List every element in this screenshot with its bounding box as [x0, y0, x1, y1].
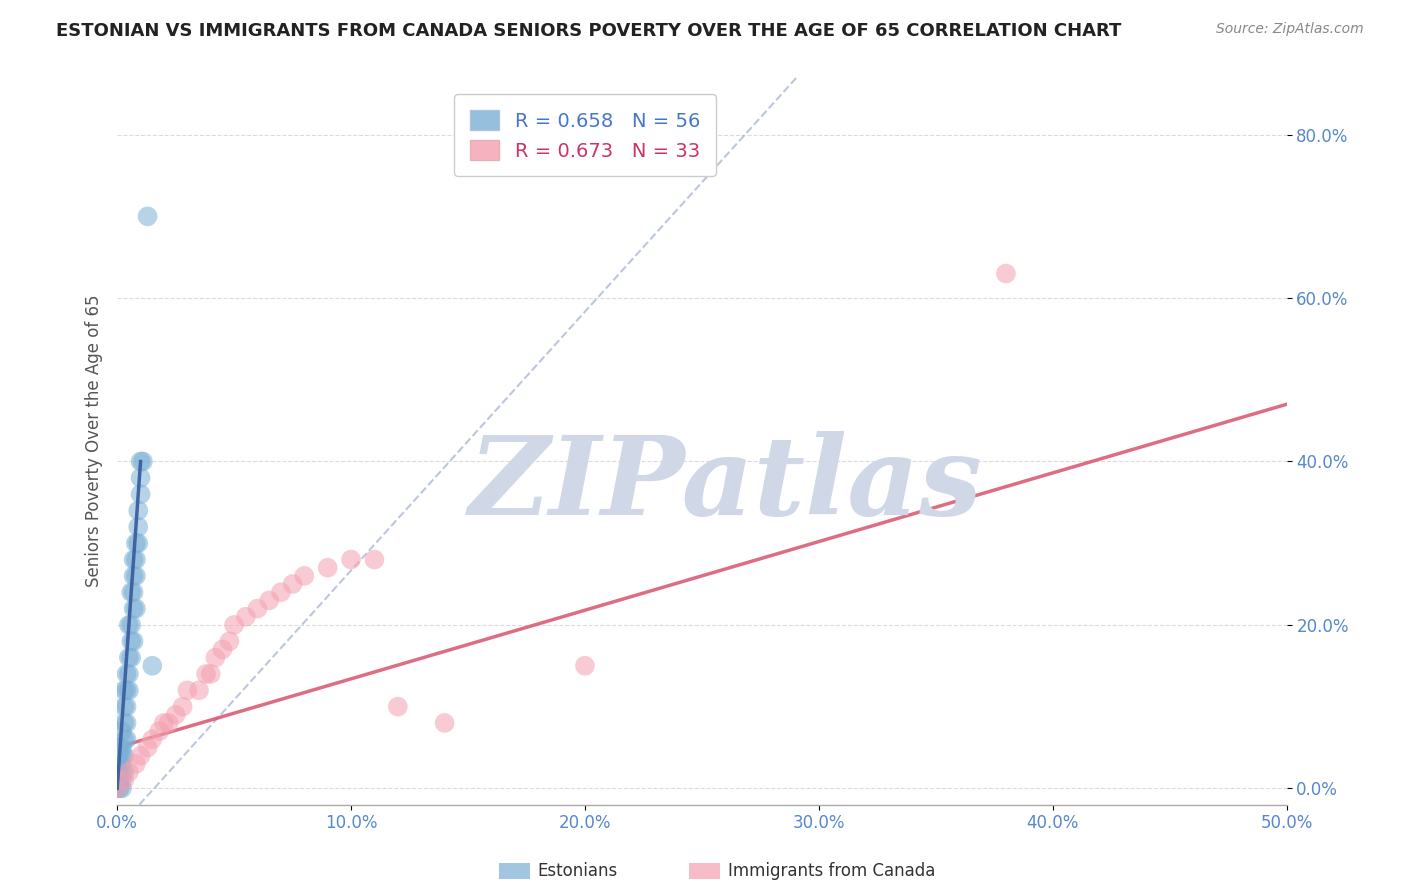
Point — [118, 764, 141, 779]
Point — [200, 667, 222, 681]
Point — [108, 764, 131, 779]
Point — [172, 699, 194, 714]
Point — [105, 740, 128, 755]
Point — [224, 618, 246, 632]
Point — [120, 650, 142, 665]
Point — [112, 683, 135, 698]
Point — [118, 667, 141, 681]
Point — [118, 683, 141, 698]
Point — [257, 593, 280, 607]
Point — [363, 552, 385, 566]
Legend: R = 0.658   N = 56, R = 0.673   N = 33: R = 0.658 N = 56, R = 0.673 N = 33 — [454, 95, 716, 177]
Point — [387, 699, 409, 714]
Point — [125, 601, 148, 615]
Point — [176, 683, 198, 698]
Point — [125, 756, 148, 771]
Point — [111, 756, 134, 771]
Point — [108, 756, 131, 771]
Point — [125, 552, 148, 566]
Point — [111, 764, 134, 779]
Point — [120, 618, 142, 632]
Point — [153, 715, 176, 730]
Point — [136, 210, 159, 224]
Y-axis label: Seniors Poverty Over the Age of 65: Seniors Poverty Over the Age of 65 — [86, 295, 103, 587]
Point — [115, 683, 138, 698]
Point — [127, 520, 149, 534]
Point — [165, 707, 187, 722]
Point — [281, 577, 304, 591]
Point — [127, 536, 149, 550]
Point — [111, 724, 134, 739]
Text: Immigrants from Canada: Immigrants from Canada — [728, 862, 935, 880]
Point — [129, 471, 152, 485]
Point — [115, 732, 138, 747]
Point — [141, 658, 163, 673]
Point — [129, 487, 152, 501]
Point — [195, 667, 218, 681]
Point — [108, 740, 131, 755]
Point — [105, 756, 128, 771]
Point — [125, 536, 148, 550]
Point — [127, 503, 149, 517]
Point — [105, 773, 128, 788]
Point — [433, 715, 456, 730]
Point — [574, 658, 596, 673]
Point — [111, 748, 134, 763]
Point — [141, 732, 163, 747]
Point — [246, 601, 269, 615]
Point — [125, 569, 148, 583]
Point — [118, 650, 141, 665]
Point — [204, 650, 226, 665]
Point — [122, 569, 145, 583]
Point — [115, 667, 138, 681]
Point — [129, 748, 152, 763]
Point — [218, 634, 240, 648]
Point — [108, 748, 131, 763]
Point — [292, 569, 315, 583]
Point — [235, 609, 257, 624]
Point — [120, 634, 142, 648]
Point — [129, 454, 152, 468]
Point — [122, 585, 145, 599]
Point — [122, 552, 145, 566]
Point — [112, 699, 135, 714]
Text: Estonians: Estonians — [537, 862, 617, 880]
Point — [112, 748, 135, 763]
Point — [115, 715, 138, 730]
Point — [211, 642, 233, 657]
Text: Source: ZipAtlas.com: Source: ZipAtlas.com — [1216, 22, 1364, 37]
Point — [118, 618, 141, 632]
Point — [340, 552, 363, 566]
Point — [188, 683, 211, 698]
Point — [316, 560, 339, 574]
Text: ESTONIAN VS IMMIGRANTS FROM CANADA SENIORS POVERTY OVER THE AGE OF 65 CORRELATIO: ESTONIAN VS IMMIGRANTS FROM CANADA SENIO… — [56, 22, 1122, 40]
Point — [108, 773, 131, 788]
Point — [105, 781, 128, 796]
Text: ZIPatlas: ZIPatlas — [468, 431, 983, 539]
Point — [111, 781, 134, 796]
Point — [112, 715, 135, 730]
Point — [136, 740, 159, 755]
Point — [111, 773, 134, 788]
Point — [108, 781, 131, 796]
Point — [105, 781, 128, 796]
Point — [112, 764, 135, 779]
Point — [112, 732, 135, 747]
Point — [122, 634, 145, 648]
Point — [132, 454, 155, 468]
Point — [111, 740, 134, 755]
Point — [270, 585, 292, 599]
Point — [157, 715, 180, 730]
Point — [105, 764, 128, 779]
Point — [105, 748, 128, 763]
Point — [148, 724, 170, 739]
Point — [115, 699, 138, 714]
Point — [122, 601, 145, 615]
Point — [120, 585, 142, 599]
Point — [112, 773, 135, 788]
Point — [994, 267, 1017, 281]
